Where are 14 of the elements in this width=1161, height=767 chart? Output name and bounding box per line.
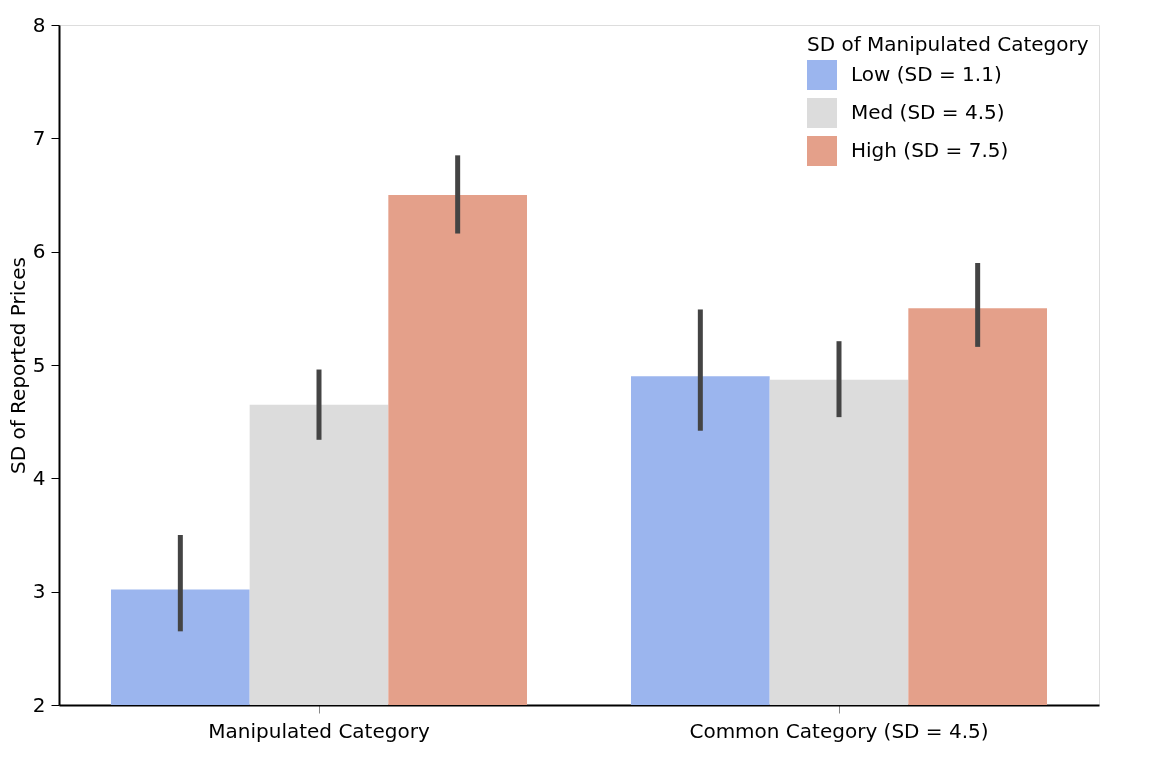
y-tick-label: 3 bbox=[32, 579, 46, 604]
legend-label: High (SD = 7.5) bbox=[851, 138, 1009, 162]
y-tick-label: 2 bbox=[32, 692, 46, 717]
y-tick-label: 7 bbox=[32, 125, 46, 150]
y-tick-label: 8 bbox=[32, 12, 46, 37]
y-tick-label: 6 bbox=[32, 239, 46, 264]
legend-label: Med (SD = 4.5) bbox=[851, 100, 1005, 124]
legend-title: SD of Manipulated Category bbox=[807, 32, 1089, 56]
y-axis-title: SD of Reported Prices bbox=[5, 257, 30, 474]
x-tick-label: Common Category (SD = 4.5) bbox=[689, 718, 989, 743]
y-tick-label: 5 bbox=[32, 352, 46, 377]
legend-label: Low (SD = 1.1) bbox=[851, 62, 1002, 86]
y-tick-label: 4 bbox=[32, 465, 46, 490]
x-tick-label: Manipulated Category bbox=[208, 718, 430, 743]
